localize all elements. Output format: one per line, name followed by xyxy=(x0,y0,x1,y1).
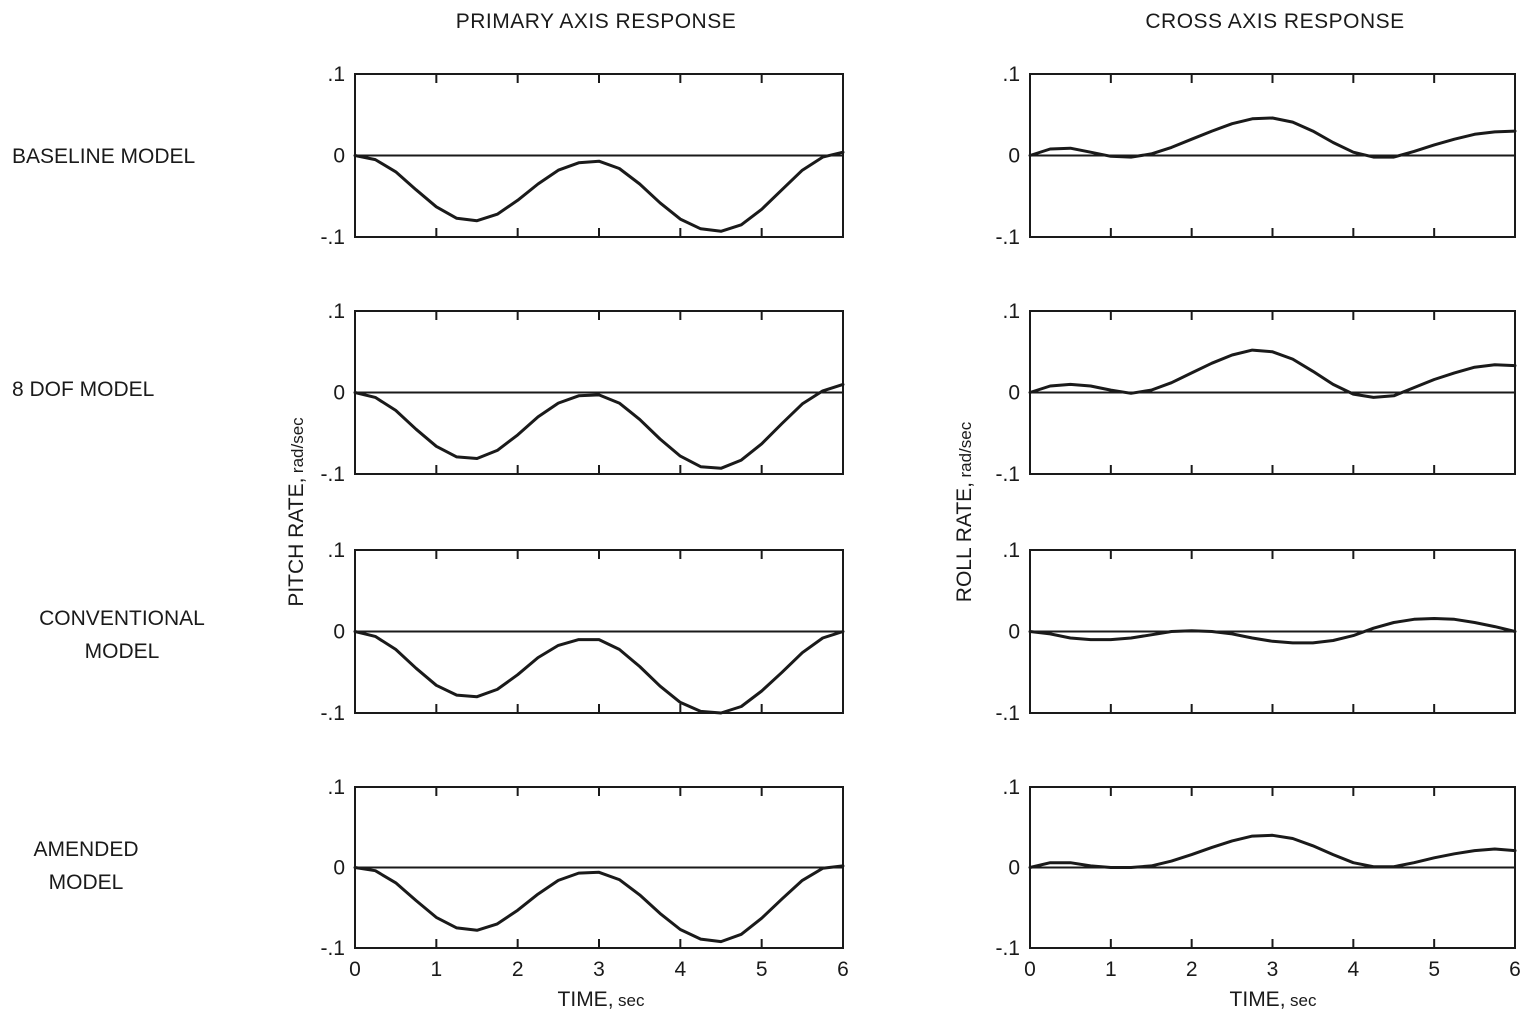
y-axis-label-left-unit: rad/sec xyxy=(288,417,307,473)
y-axis-label-right-main: ROLL RATE, xyxy=(953,482,976,602)
y-tick-label-cross-conventional: .1 xyxy=(1002,539,1020,562)
x-tick-label-cross-amended: 4 xyxy=(1347,958,1359,981)
x-tick-label-cross-amended: 2 xyxy=(1186,958,1198,981)
response-curve-primary-amended xyxy=(353,864,845,944)
y-tick-label-primary-conventional: -.1 xyxy=(320,702,345,725)
panel-cross-amended: .10-.10 1 2 3 4 5 6 xyxy=(995,776,1520,981)
row-label-8dof: 8 DOF MODEL xyxy=(12,378,154,401)
y-tick-label-cross-conventional: 0 xyxy=(1008,621,1020,644)
panel-primary-baseline: .1 0 -.1 xyxy=(320,63,845,249)
y-axis-label-left-main: PITCH RATE, xyxy=(285,478,308,607)
response-curve-primary-8dof xyxy=(353,382,845,470)
column-title-cross: CROSS AXIS RESPONSE xyxy=(1145,10,1404,33)
x-axis-label-left: TIME, sec xyxy=(558,988,645,1011)
y-tick-label-cross-conventional: -.1 xyxy=(995,702,1020,725)
x-tick-label-primary-amended: 3 xyxy=(593,958,605,981)
x-axis-label-left-unit: sec xyxy=(618,991,645,1010)
x-tick-label-primary-amended: 0 xyxy=(349,958,361,981)
row-label-amended-line2: MODEL xyxy=(49,871,124,894)
x-tick-label-primary-amended: 1 xyxy=(430,958,442,981)
panel-cross-8dof: .1 0 -.1 xyxy=(995,300,1517,486)
y-tick-label-primary-baseline: .1 xyxy=(327,63,345,86)
y-tick-label-primary-amended: .1 xyxy=(327,776,345,799)
y-tick-label-cross-8dof: 0 xyxy=(1008,382,1020,405)
x-tick-label-primary-amended: 6 xyxy=(837,958,849,981)
response-curve-cross-baseline xyxy=(1028,116,1517,159)
y-tick-label-primary-8dof: -.1 xyxy=(320,463,345,486)
panel-cross-conventional: .1 0 -.1 xyxy=(995,539,1517,725)
y-tick-label-cross-baseline: .1 xyxy=(1002,63,1020,86)
response-curve-cross-amended xyxy=(1028,833,1517,869)
x-tick-label-cross-amended: 5 xyxy=(1428,958,1440,981)
y-tick-label-cross-8dof: .1 xyxy=(1002,300,1020,323)
y-tick-label-cross-baseline: 0 xyxy=(1008,145,1020,168)
panels: .10-.1.10-.1.10-.1.10-.1.10-.1.10-.1.10-… xyxy=(320,63,1520,981)
y-tick-label-cross-amended: 0 xyxy=(1008,857,1020,880)
panel-cross-baseline: .1 0 -.1 xyxy=(995,63,1517,249)
response-curve-primary-baseline xyxy=(353,150,845,233)
y-axis-label-left: PITCH RATE, rad/sec xyxy=(285,417,308,607)
y-tick-label-cross-amended: .1 xyxy=(1002,776,1020,799)
x-axis-label-right: TIME, sec xyxy=(1230,988,1317,1011)
y-tick-label-primary-baseline: 0 xyxy=(333,145,345,168)
y-tick-label-primary-8dof: 0 xyxy=(333,382,345,405)
y-tick-label-primary-8dof: .1 xyxy=(327,300,345,323)
response-curve-primary-conventional xyxy=(353,630,845,715)
x-tick-label-primary-amended: 4 xyxy=(674,958,686,981)
y-tick-label-primary-conventional: .1 xyxy=(327,539,345,562)
row-label-conventional-line1: CONVENTIONAL xyxy=(39,607,205,630)
row-label-baseline: BASELINE MODEL xyxy=(12,145,195,168)
x-tick-label-cross-amended: 1 xyxy=(1105,958,1117,981)
x-tick-label-cross-amended: 0 xyxy=(1024,958,1036,981)
x-tick-label-primary-amended: 2 xyxy=(512,958,524,981)
y-tick-label-primary-conventional: 0 xyxy=(333,621,345,644)
panel-primary-8dof: .1 0 -.1 xyxy=(320,300,845,486)
y-tick-label-primary-amended: 0 xyxy=(333,857,345,880)
x-axis-label-right-main: TIME, xyxy=(1230,988,1286,1011)
response-curve-cross-8dof xyxy=(1028,348,1517,399)
y-axis-label-right-unit: rad/sec xyxy=(956,421,975,477)
y-tick-label-primary-baseline: -.1 xyxy=(320,226,345,249)
row-label-amended-line1: AMENDED xyxy=(33,838,138,861)
column-title-primary: PRIMARY AXIS RESPONSE xyxy=(456,10,737,33)
panel-primary-conventional: .1 0 -.1 xyxy=(320,539,845,725)
x-axis-label-right-unit: sec xyxy=(1290,991,1317,1010)
row-label-conventional-line2: MODEL xyxy=(85,640,160,663)
y-tick-label-cross-amended: -.1 xyxy=(995,937,1020,960)
x-tick-label-primary-amended: 5 xyxy=(756,958,768,981)
y-tick-label-cross-baseline: -.1 xyxy=(995,226,1020,249)
response-curve-cross-conventional xyxy=(1028,617,1517,645)
y-axis-label-right: ROLL RATE, rad/sec xyxy=(953,421,976,602)
x-tick-label-cross-amended: 6 xyxy=(1509,958,1521,981)
x-axis-label-left-main: TIME, xyxy=(558,988,614,1011)
panel-primary-amended: .10-.10 1 2 3 4 5 6 xyxy=(320,776,848,981)
y-tick-label-cross-8dof: -.1 xyxy=(995,463,1020,486)
x-tick-label-cross-amended: 3 xyxy=(1267,958,1279,981)
y-tick-label-primary-amended: -.1 xyxy=(320,937,345,960)
